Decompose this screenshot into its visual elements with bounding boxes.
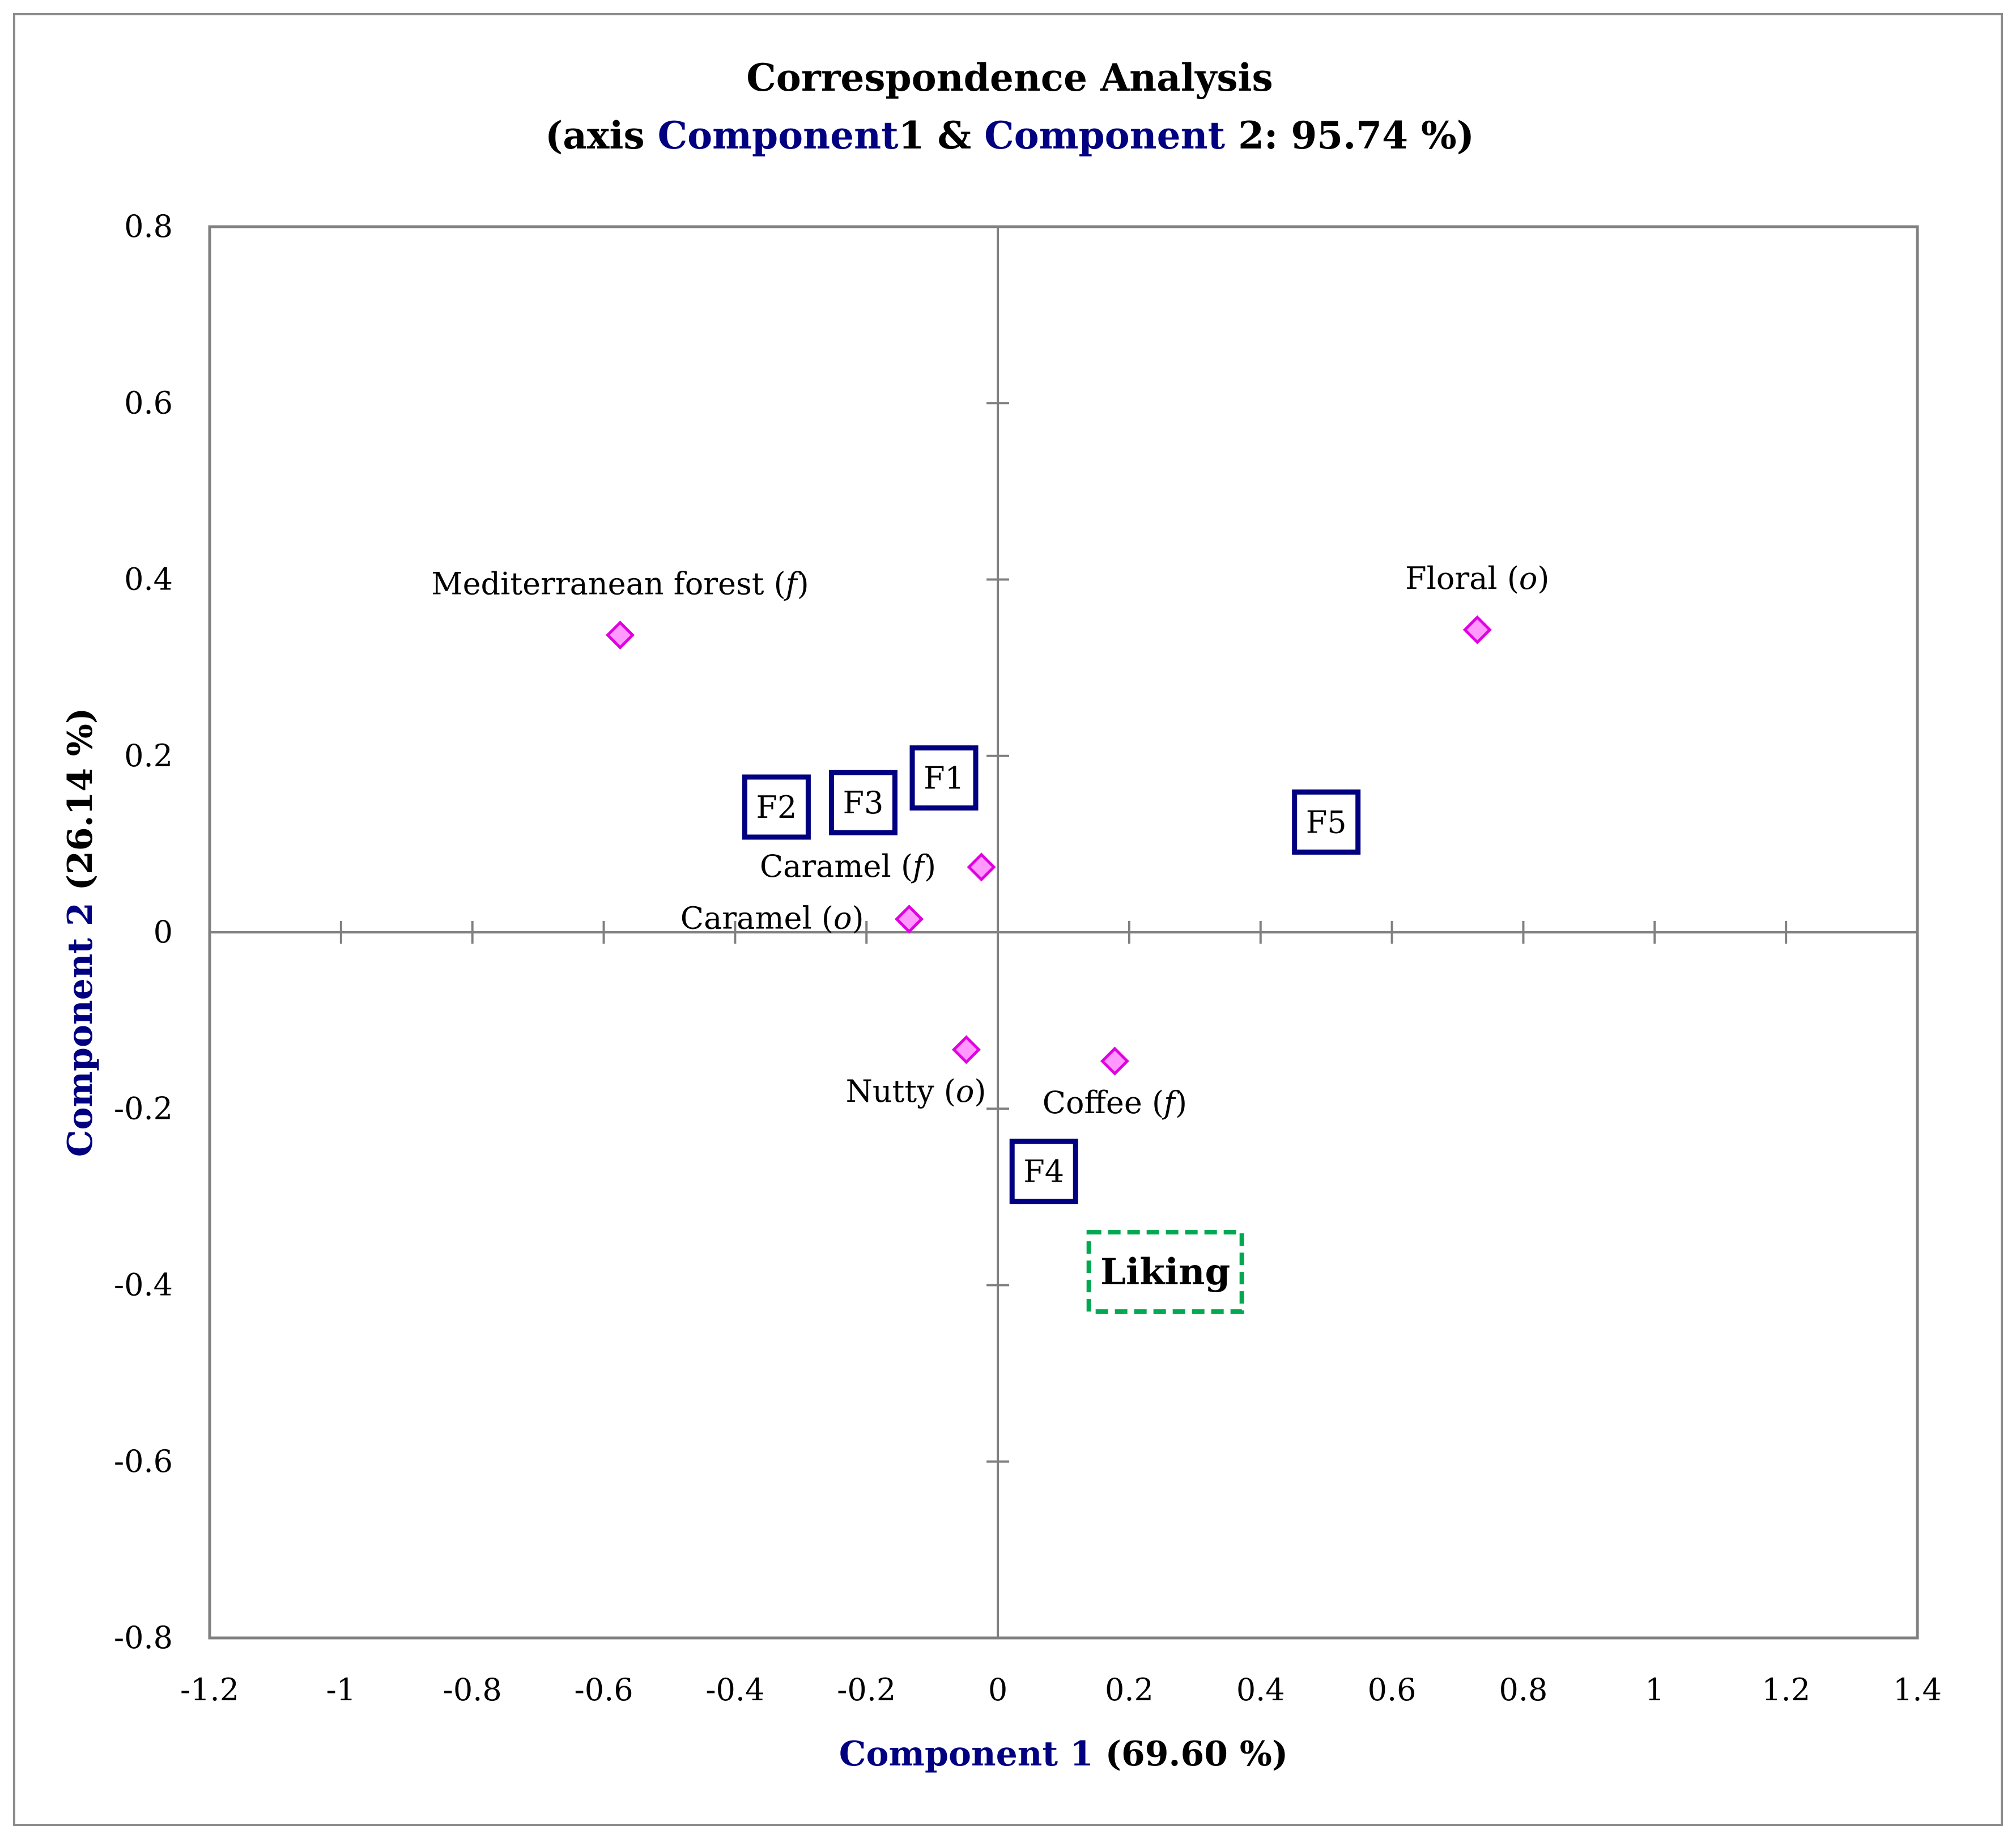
x-axis-tick-labels: -1.2 -1 -0.8 -0.6 -0.4 -0.2 0 0.2 0.4 0.6 0.8 1 1.2 1… <box>180 1672 1942 1708</box>
y-tick-label: 0.2 <box>124 738 173 774</box>
x-tick-label: 1.2 <box>1762 1672 1810 1708</box>
sample-box <box>828 770 898 835</box>
sample-label: F1 <box>924 761 964 796</box>
attribute-point <box>967 852 996 882</box>
x-tick-label: -0.6 <box>574 1672 633 1708</box>
chart-title: Correspondence Analysis <box>746 56 1273 100</box>
attribute-point <box>1100 1046 1129 1076</box>
sample-box <box>1292 789 1361 855</box>
sample-box <box>742 774 811 840</box>
attribute-label: Nutty (o) <box>846 1073 986 1109</box>
liking-label: Liking <box>1100 1251 1230 1293</box>
x-tick-label: 1 <box>1645 1672 1664 1708</box>
y-tick-label: 0.6 <box>124 385 173 421</box>
x-tick-label: -1 <box>326 1672 356 1708</box>
y-tick-label: -0.6 <box>114 1444 173 1479</box>
sample-points: F1 F2 F3 F4 F5 <box>742 745 1361 1204</box>
y-tick-label: -0.4 <box>114 1267 173 1303</box>
attribute-point <box>605 621 635 650</box>
x-tick-label: -0.2 <box>837 1672 896 1708</box>
figure-frame <box>13 13 2003 1826</box>
x-axis-ticks <box>339 921 1788 944</box>
y-tick-label: 0.8 <box>124 209 173 244</box>
zero-axes <box>210 227 1917 1638</box>
y-axis-tick-labels: 0.8 0.6 0.4 0.2 0 -0.2 -0.4 -0.6 -0.8 <box>114 209 173 1656</box>
x-tick-label: -0.4 <box>705 1672 764 1708</box>
liking-point: Liking <box>1086 1230 1244 1314</box>
attribute-label: Coffee (f) <box>1043 1085 1187 1120</box>
attribute-points: Mediterranean forest (f) Floral (o) Carame… <box>431 561 1549 1120</box>
attribute-label: Caramel (f) <box>760 848 936 884</box>
x-tick-label: 0 <box>988 1672 1007 1708</box>
x-tick-label: 0.2 <box>1105 1672 1154 1708</box>
x-tick-label: 1.4 <box>1893 1672 1942 1708</box>
attribute-point <box>895 905 924 934</box>
x-axis-label: Component 1 (69.60 %) <box>839 1734 1288 1774</box>
attribute-point <box>1462 615 1492 644</box>
chart-subtitle: (axis Component1 & Component 2: 95.74 %) <box>545 113 1474 158</box>
sample-label: F3 <box>843 785 884 821</box>
sample-box <box>1009 1139 1078 1204</box>
attribute-label: Floral (o) <box>1405 561 1549 596</box>
x-tick-label: -0.8 <box>443 1672 502 1708</box>
sample-box <box>909 745 979 811</box>
x-tick-label: 0.4 <box>1236 1672 1285 1708</box>
x-tick-label: 0.6 <box>1368 1672 1417 1708</box>
y-axis-ticks <box>986 402 1010 1463</box>
attribute-label: Caramel (o) <box>680 901 864 936</box>
attribute-point <box>951 1035 981 1064</box>
x-tick-label: -1.2 <box>180 1672 239 1708</box>
y-tick-label: -0.2 <box>114 1090 173 1126</box>
y-tick-label: 0.4 <box>124 562 173 597</box>
x-tick-label: 0.8 <box>1499 1672 1548 1708</box>
sample-label: F5 <box>1306 804 1347 840</box>
sample-label: F2 <box>756 789 797 825</box>
liking-box <box>1086 1230 1244 1314</box>
sample-label: F4 <box>1023 1154 1064 1190</box>
y-tick-label: 0 <box>154 914 173 950</box>
y-axis-label: Component 2 (26.14 %) <box>61 708 100 1157</box>
y-tick-label: -0.8 <box>114 1620 173 1656</box>
attribute-label: Mediterranean forest (f) <box>431 566 809 602</box>
